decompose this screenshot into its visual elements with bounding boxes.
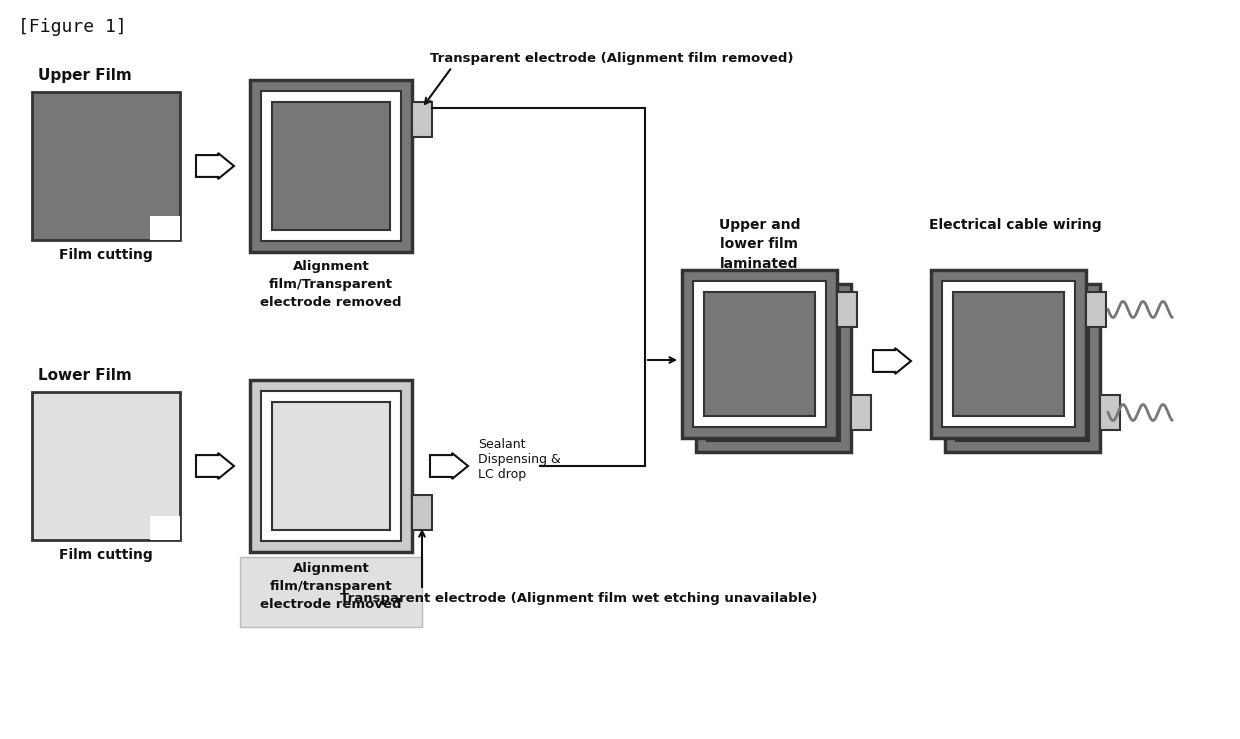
Bar: [956, 295, 1089, 441]
Bar: [693, 281, 826, 427]
Polygon shape: [873, 348, 911, 374]
Text: Upper Film: Upper Film: [38, 68, 131, 83]
Bar: [412, 495, 432, 530]
Bar: [32, 392, 180, 540]
Text: Electrical cable wiring: Electrical cable wiring: [929, 218, 1102, 232]
Bar: [250, 380, 412, 552]
Text: Sealant
Dispensing &
LC drop: Sealant Dispensing & LC drop: [477, 438, 560, 481]
Text: Alignment
film/transparent
electrode removed: Alignment film/transparent electrode rem…: [260, 562, 402, 611]
Bar: [707, 295, 839, 441]
Bar: [704, 292, 815, 416]
Bar: [260, 391, 401, 541]
Bar: [942, 281, 1075, 427]
Bar: [837, 292, 857, 327]
Bar: [954, 292, 1064, 416]
Bar: [718, 306, 830, 430]
Text: Transparent electrode (Alignment film wet etching unavailable): Transparent electrode (Alignment film we…: [340, 592, 817, 605]
Bar: [272, 402, 391, 530]
Bar: [150, 216, 180, 240]
Polygon shape: [196, 153, 234, 179]
Bar: [412, 102, 432, 137]
Bar: [241, 557, 422, 627]
Polygon shape: [196, 453, 234, 479]
Bar: [260, 91, 401, 241]
Bar: [250, 80, 412, 252]
Bar: [1086, 292, 1106, 327]
Text: [Figure 1]: [Figure 1]: [19, 18, 126, 36]
Polygon shape: [430, 453, 467, 479]
Bar: [696, 284, 851, 452]
Bar: [150, 516, 180, 540]
Bar: [851, 395, 870, 430]
Text: Lower Film: Lower Film: [38, 368, 131, 383]
Text: Transparent electrode (Alignment film removed): Transparent electrode (Alignment film re…: [430, 52, 794, 65]
Text: Film cutting: Film cutting: [60, 548, 153, 562]
Bar: [1100, 395, 1120, 430]
Bar: [931, 270, 1086, 438]
Text: Alignment
film/Transparent
electrode removed: Alignment film/Transparent electrode rem…: [260, 260, 402, 309]
Text: Film cutting: Film cutting: [60, 248, 153, 262]
Bar: [682, 270, 837, 438]
Bar: [945, 284, 1100, 452]
Bar: [32, 92, 180, 240]
Bar: [967, 306, 1078, 430]
Bar: [272, 102, 391, 230]
Text: Upper and
lower film
laminated: Upper and lower film laminated: [719, 218, 800, 271]
